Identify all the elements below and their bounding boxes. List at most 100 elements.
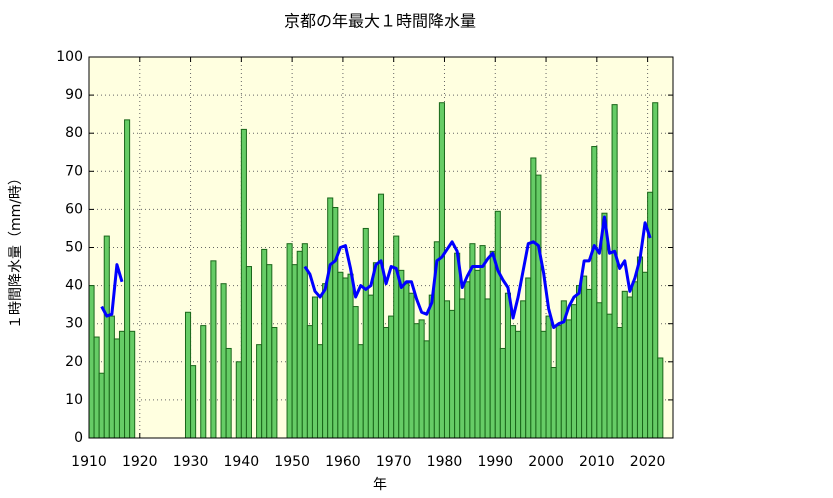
bar bbox=[479, 245, 486, 439]
bar bbox=[332, 206, 339, 439]
bar bbox=[459, 298, 466, 439]
y-tick-label: 0 bbox=[74, 430, 83, 446]
x-tick-label: 2010 bbox=[579, 454, 615, 470]
bar bbox=[388, 315, 395, 439]
y-tick-label: 50 bbox=[65, 240, 83, 256]
bar bbox=[611, 104, 618, 439]
bar bbox=[494, 210, 501, 439]
bar bbox=[403, 283, 410, 439]
bar bbox=[596, 302, 603, 439]
bar bbox=[626, 296, 633, 439]
bar bbox=[93, 336, 100, 439]
bar bbox=[570, 304, 578, 439]
bar bbox=[311, 296, 319, 439]
x-tick-label: 2000 bbox=[528, 454, 564, 470]
bar bbox=[342, 277, 349, 439]
bar bbox=[504, 292, 511, 439]
bar bbox=[220, 283, 227, 439]
bar bbox=[98, 372, 105, 439]
bar bbox=[616, 327, 623, 439]
bar bbox=[113, 338, 120, 439]
y-tick-label: 100 bbox=[56, 49, 83, 65]
bar bbox=[377, 193, 385, 439]
bar bbox=[124, 119, 131, 439]
y-tick-label: 80 bbox=[65, 125, 83, 141]
bar bbox=[652, 102, 659, 439]
bar bbox=[322, 283, 329, 439]
bar bbox=[372, 262, 379, 439]
bar bbox=[108, 315, 115, 439]
bar bbox=[225, 347, 232, 439]
bar bbox=[190, 365, 197, 439]
bar bbox=[88, 285, 95, 439]
bar bbox=[423, 340, 430, 439]
bar bbox=[301, 243, 308, 439]
bar bbox=[530, 157, 537, 439]
bar bbox=[271, 327, 278, 439]
bar bbox=[606, 313, 613, 439]
x-tick-label: 2020 bbox=[630, 454, 666, 470]
moving-average-line bbox=[100, 263, 124, 318]
x-tick-label: 1950 bbox=[274, 454, 310, 470]
bar bbox=[631, 281, 638, 439]
x-tick-label: 1930 bbox=[173, 454, 209, 470]
bar bbox=[642, 271, 649, 439]
x-tick-label: 1990 bbox=[477, 454, 513, 470]
bar bbox=[550, 367, 557, 439]
bar bbox=[296, 250, 303, 439]
x-tick-label: 1920 bbox=[122, 454, 158, 470]
x-tick-label: 1910 bbox=[71, 454, 107, 470]
y-tick-label: 40 bbox=[65, 278, 83, 294]
bar bbox=[601, 212, 608, 439]
bar bbox=[235, 361, 242, 439]
bar bbox=[317, 344, 324, 439]
bar bbox=[499, 347, 506, 439]
y-tick-label: 60 bbox=[65, 201, 83, 217]
bar bbox=[210, 260, 217, 439]
bar bbox=[581, 275, 588, 439]
bar bbox=[565, 319, 572, 439]
plot-frame bbox=[88, 56, 674, 439]
y-axis-label: １時間降水量（mm/時） bbox=[8, 171, 24, 329]
bar bbox=[184, 311, 192, 439]
bar bbox=[515, 330, 522, 439]
x-axis-label: 年 bbox=[373, 477, 387, 493]
y-tick-label: 90 bbox=[65, 87, 83, 103]
bar bbox=[657, 357, 664, 439]
x-tick-label: 1940 bbox=[224, 454, 260, 470]
x-tick-label: 1960 bbox=[325, 454, 361, 470]
bar bbox=[398, 269, 405, 439]
y-tick-label: 30 bbox=[65, 316, 83, 332]
bar bbox=[129, 330, 136, 439]
y-tick-label: 10 bbox=[65, 392, 83, 408]
bar bbox=[347, 273, 354, 439]
bar bbox=[443, 300, 451, 439]
bar bbox=[474, 269, 481, 439]
bar bbox=[408, 292, 415, 439]
bar bbox=[586, 288, 593, 439]
bar bbox=[438, 102, 445, 439]
bar bbox=[621, 290, 628, 439]
bar bbox=[555, 325, 562, 439]
bar bbox=[428, 294, 435, 439]
bar bbox=[520, 300, 527, 439]
bar bbox=[383, 327, 390, 439]
bar bbox=[200, 325, 207, 439]
bar bbox=[509, 325, 517, 439]
bar bbox=[576, 285, 583, 439]
bar bbox=[525, 277, 532, 439]
y-tick-label: 20 bbox=[65, 354, 83, 370]
bar bbox=[291, 264, 298, 439]
bar bbox=[413, 323, 420, 439]
bar bbox=[449, 309, 456, 439]
bar bbox=[464, 281, 471, 439]
bar bbox=[591, 146, 598, 439]
bar bbox=[352, 306, 359, 439]
bar bbox=[454, 252, 461, 439]
bar bbox=[327, 197, 334, 439]
chart-title: 京都の年最大１時間降水量 bbox=[284, 12, 476, 31]
bar bbox=[418, 319, 425, 439]
y-tick-label: 70 bbox=[65, 163, 83, 179]
bar bbox=[245, 266, 253, 439]
